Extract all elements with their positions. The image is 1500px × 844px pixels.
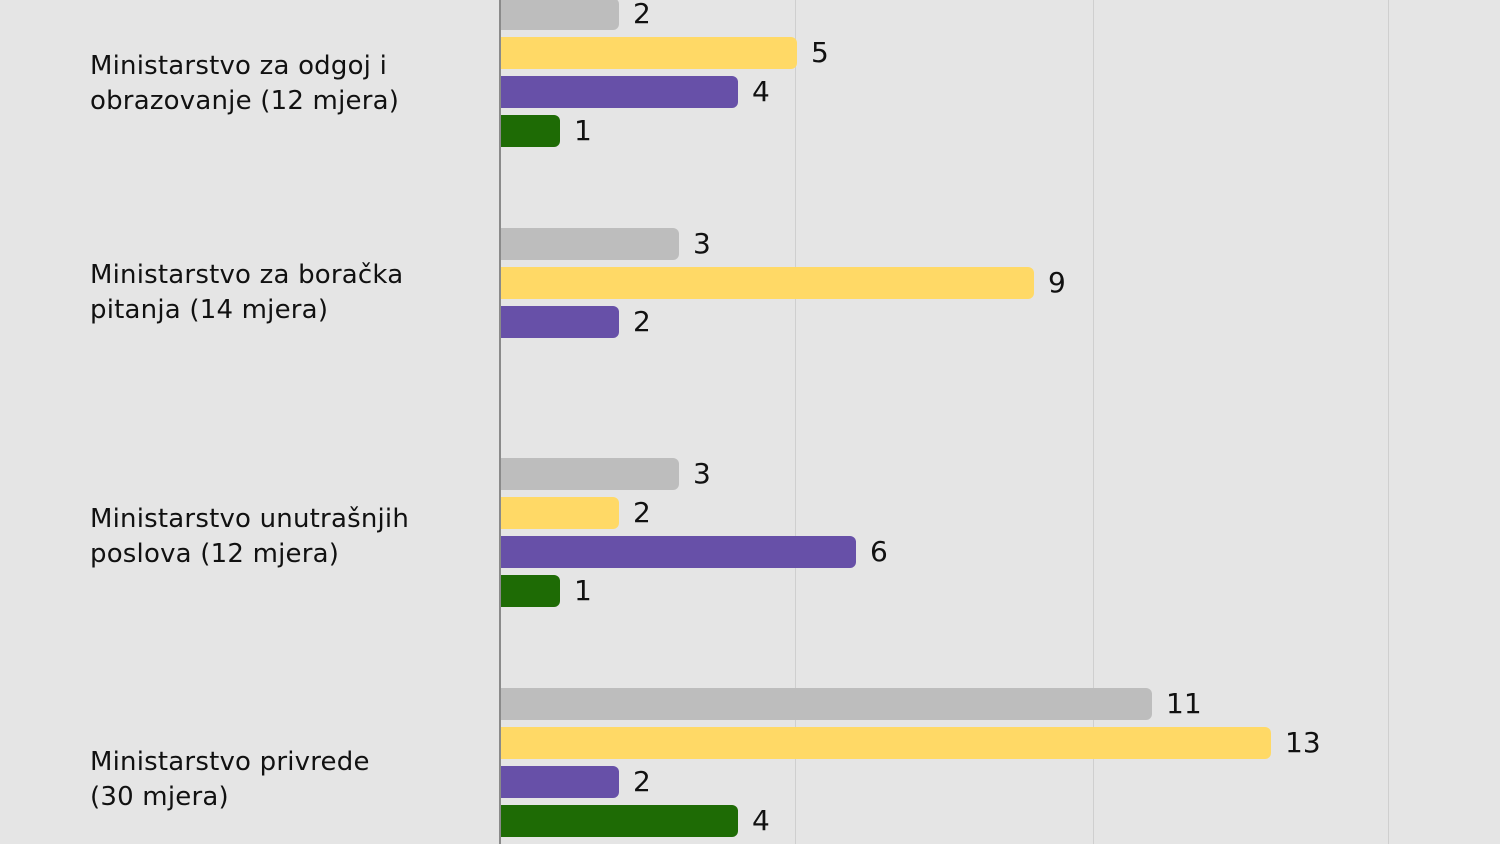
bar-value-label: 2 [633,496,651,529]
gridline-15 [1388,0,1389,844]
bar-series-1 [501,228,679,260]
bar-series-2 [501,37,797,69]
bar-value-label: 2 [633,765,651,798]
label-line: Ministarstvo unutrašnjih [90,504,410,534]
category-label-odgoj-obrazovanje: Ministarstvo za odgoj i obrazovanje (12 … [90,49,490,119]
label-line: Ministarstvo privrede [90,747,370,777]
label-line: poslova (12 mjera) [90,539,340,569]
category-label-unutrasnji-poslovi: Ministarstvo unutrašnjih poslova (12 mje… [90,502,490,572]
bar-series-1 [501,0,619,30]
bar-series-4 [501,115,560,147]
bar-series-3 [501,76,738,108]
label-line: pitanja (14 mjera) [90,295,329,325]
bar-value-label: 9 [1048,266,1066,299]
bar-series-2 [501,497,619,529]
bar-value-label: 1 [574,574,592,607]
bar-series-1 [501,458,679,490]
bar-series-3 [501,536,856,568]
bar-series-2 [501,267,1034,299]
bar-value-label: 2 [633,305,651,338]
bar-series-3 [501,766,619,798]
bar-series-2 [501,727,1271,759]
label-line: Ministarstvo za odgoj i [90,51,387,81]
bar-series-4 [501,575,560,607]
bar-value-label: 3 [693,227,711,260]
bar-value-label: 3 [693,457,711,490]
bar-value-label: 4 [752,804,770,837]
bar-value-label: 11 [1166,687,1202,720]
bar-value-label: 6 [870,535,888,568]
bar-series-3 [501,306,619,338]
y-axis-line [499,0,501,844]
bar-value-label: 1 [574,114,592,147]
bar-value-label: 13 [1285,726,1321,759]
category-label-privreda: Ministarstvo privrede (30 mjera) [90,745,490,815]
bar-series-1 [501,688,1152,720]
gridline-5 [795,0,796,844]
bar-series-4 [501,805,738,837]
label-line: (30 mjera) [90,782,229,812]
label-line: obrazovanje (12 mjera) [90,86,400,116]
category-label-boracka-pitanja: Ministarstvo za boračka pitanja (14 mjer… [90,258,490,328]
bar-value-label: 5 [811,36,829,69]
bar-value-label: 4 [752,75,770,108]
label-line: Ministarstvo za boračka [90,260,404,290]
gridline-10 [1093,0,1094,844]
bar-value-label: 2 [633,0,651,30]
